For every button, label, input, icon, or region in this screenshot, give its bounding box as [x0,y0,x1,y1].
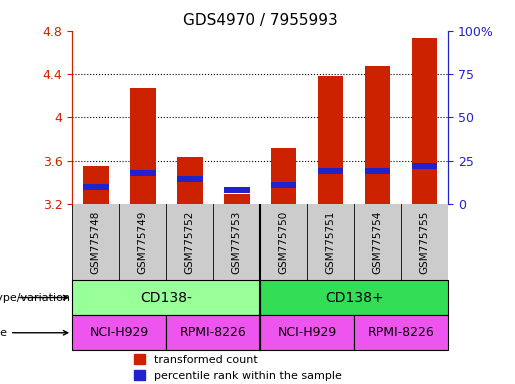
Bar [130,170,156,176]
Text: GSM775754: GSM775754 [372,210,383,274]
Text: RPMI-8226: RPMI-8226 [180,326,247,339]
Text: GSM775748: GSM775748 [91,210,100,274]
Bar [83,184,109,190]
Bar [224,187,249,193]
Text: GSM775751: GSM775751 [325,210,336,274]
Title: GDS4970 / 7955993: GDS4970 / 7955993 [183,13,337,28]
Text: CD138-: CD138- [140,291,192,305]
Bar [224,194,249,204]
Text: GSM775752: GSM775752 [184,210,195,274]
Legend: transformed count, percentile rank within the sample: transformed count, percentile rank withi… [134,354,342,381]
Text: CD138+: CD138+ [325,291,383,305]
Bar [83,166,109,204]
Bar [271,182,297,188]
Bar [354,315,448,350]
Bar [177,157,202,204]
Text: RPMI-8226: RPMI-8226 [368,326,435,339]
Bar [318,76,344,204]
Text: GSM775750: GSM775750 [279,210,288,274]
Text: NCI-H929: NCI-H929 [278,326,337,339]
Bar [365,66,390,204]
Text: GSM775753: GSM775753 [232,210,242,274]
Bar [130,88,156,204]
Bar [318,168,344,174]
Text: genotype/variation: genotype/variation [0,293,70,303]
Text: NCI-H929: NCI-H929 [90,326,149,339]
Bar [260,315,354,350]
Bar [411,38,437,204]
Bar [177,177,202,182]
Text: cell line: cell line [0,328,68,338]
Bar [72,315,166,350]
Text: GSM775749: GSM775749 [138,210,148,274]
Text: GSM775755: GSM775755 [420,210,430,274]
Bar [271,148,297,204]
Bar [166,315,260,350]
Bar [365,168,390,174]
Bar [72,280,260,315]
Bar [260,280,448,315]
Bar [411,164,437,169]
